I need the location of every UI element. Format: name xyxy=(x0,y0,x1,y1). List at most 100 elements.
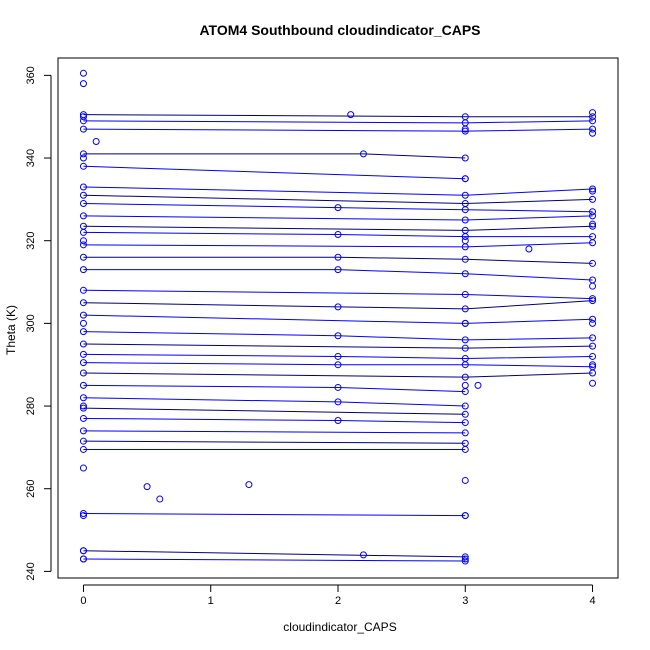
data-points xyxy=(79,69,597,565)
data-point xyxy=(79,200,87,208)
x-tick-label: 1 xyxy=(208,595,214,607)
data-point xyxy=(474,381,482,389)
data-point xyxy=(79,154,87,162)
profile-lines xyxy=(83,114,593,562)
data-point xyxy=(156,495,164,503)
data-point xyxy=(79,299,87,307)
data-point xyxy=(359,150,367,158)
data-point xyxy=(461,512,469,520)
data-point xyxy=(79,381,87,389)
x-axis: 0 1 2 3 4 xyxy=(80,584,596,607)
data-point xyxy=(589,109,597,117)
data-point xyxy=(589,125,597,133)
data-point xyxy=(79,437,87,445)
y-tick-label: 280 xyxy=(25,397,37,415)
data-point xyxy=(461,445,469,453)
data-point xyxy=(79,237,87,245)
profile-line xyxy=(83,242,593,248)
data-point xyxy=(79,427,87,435)
data-point xyxy=(334,361,342,369)
data-point xyxy=(589,185,597,193)
data-point xyxy=(461,216,469,224)
profile-line xyxy=(83,550,466,558)
data-point xyxy=(589,334,597,342)
data-point xyxy=(461,402,469,410)
data-point xyxy=(589,113,597,121)
data-point xyxy=(461,388,469,396)
data-point xyxy=(589,319,597,327)
profile-line xyxy=(83,384,466,393)
data-point xyxy=(334,231,342,239)
data-point xyxy=(79,402,87,410)
profile-line xyxy=(83,331,593,341)
data-point xyxy=(79,80,87,88)
data-point xyxy=(359,551,367,559)
data-point xyxy=(461,381,469,389)
data-point xyxy=(589,239,597,247)
data-point xyxy=(589,259,597,267)
data-point xyxy=(461,476,469,484)
data-point xyxy=(79,125,87,133)
y-tick-label: 260 xyxy=(25,480,37,498)
y-tick-label: 360 xyxy=(25,66,37,84)
data-point xyxy=(589,117,597,125)
data-point xyxy=(461,270,469,278)
data-point xyxy=(461,373,469,381)
profile-line xyxy=(83,513,466,517)
data-point xyxy=(461,361,469,369)
data-point xyxy=(461,233,469,241)
profile-line xyxy=(83,231,593,238)
data-point xyxy=(589,282,597,290)
data-point xyxy=(334,204,342,212)
data-point xyxy=(461,419,469,427)
data-point xyxy=(461,553,469,561)
data-point xyxy=(79,340,87,348)
x-tick-label: 2 xyxy=(335,595,341,607)
data-point xyxy=(79,319,87,327)
data-point xyxy=(334,332,342,340)
data-point xyxy=(461,336,469,344)
profile-line xyxy=(83,114,593,118)
data-point xyxy=(589,195,597,203)
x-tick-label: 4 xyxy=(589,595,595,607)
y-tick-label: 300 xyxy=(25,314,37,332)
data-point xyxy=(79,311,87,319)
data-point xyxy=(79,350,87,358)
data-point xyxy=(347,111,355,119)
data-point xyxy=(79,253,87,261)
data-point xyxy=(589,212,597,220)
data-point xyxy=(461,243,469,251)
data-point xyxy=(461,344,469,352)
y-tick-label: 320 xyxy=(25,232,37,250)
data-point xyxy=(589,295,597,303)
data-point xyxy=(589,222,597,230)
profile-line xyxy=(83,215,593,221)
data-point xyxy=(525,245,533,253)
profile-line xyxy=(83,417,466,424)
data-point xyxy=(79,359,87,367)
data-point xyxy=(79,555,87,563)
data-point xyxy=(92,137,100,145)
profile-line xyxy=(83,430,466,434)
data-point xyxy=(79,445,87,453)
data-point xyxy=(334,266,342,274)
data-point xyxy=(79,113,87,121)
data-point xyxy=(79,328,87,336)
data-point xyxy=(461,255,469,263)
profile-line xyxy=(83,314,593,324)
profile-line xyxy=(83,186,593,196)
data-point xyxy=(79,228,87,236)
profile-line xyxy=(83,440,466,444)
data-point xyxy=(79,117,87,125)
data-point xyxy=(589,361,597,369)
data-point xyxy=(79,183,87,191)
data-point xyxy=(589,352,597,360)
profile-line xyxy=(83,407,466,415)
data-point xyxy=(79,191,87,199)
y-tick-label: 240 xyxy=(25,562,37,580)
data-point xyxy=(79,404,87,412)
data-point xyxy=(79,394,87,402)
data-point xyxy=(79,212,87,220)
profile-line xyxy=(83,362,593,368)
data-point xyxy=(334,303,342,311)
